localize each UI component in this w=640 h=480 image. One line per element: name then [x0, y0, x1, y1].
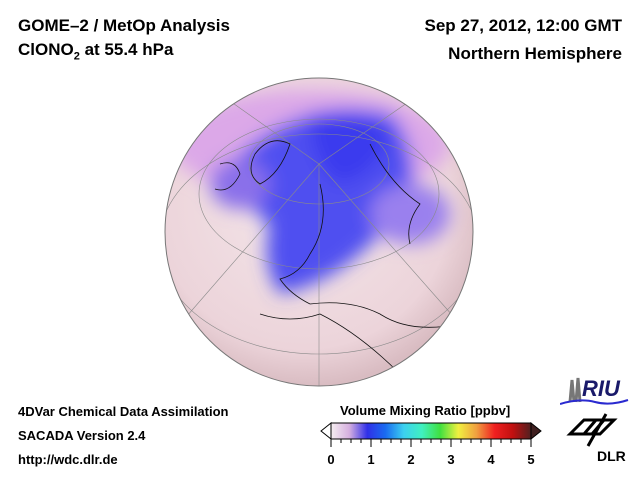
colorbar-tick-label: 0	[327, 452, 335, 467]
graticule	[165, 93, 473, 386]
dlr-logo-icon	[566, 413, 618, 447]
globe-map	[164, 77, 474, 387]
region-label: Northern Hemisphere	[448, 44, 622, 63]
species-subscript: 2	[73, 50, 80, 63]
colorbar-tick-label: 3	[447, 452, 455, 467]
colorbar	[320, 421, 542, 447]
colorbar-min-arrow	[320, 421, 332, 441]
colorbar-max-arrow	[530, 421, 542, 441]
riu-logo: RIU	[560, 376, 629, 405]
colorbar-tick-label: 5	[527, 452, 535, 467]
riu-logo-text: RIU	[582, 376, 621, 401]
colorbar-gradient	[330, 422, 532, 440]
datetime-label: Sep 27, 2012, 12:00 GMT	[424, 16, 623, 35]
dlr-logo-text: DLR	[597, 448, 626, 464]
colorbar-title: Volume Mixing Ratio [ppbv]	[340, 403, 511, 418]
concentration-field	[170, 89, 450, 294]
colorbar-tick-label: 1	[367, 452, 375, 467]
species-suffix: at 55.4 hPa	[79, 40, 174, 59]
product-title: GOME–2 / MetOp Analysis	[18, 16, 230, 35]
footer-method: 4DVar Chemical Data Assimilation	[18, 404, 229, 419]
colorbar-tick-label: 2	[407, 452, 415, 467]
footer-version: SACADA Version 2.4	[18, 428, 146, 443]
coastlines	[214, 140, 461, 375]
footer-url[interactable]: http://wdc.dlr.de	[18, 452, 118, 467]
colorbar-tick-label: 4	[487, 452, 495, 467]
species-title: ClONO2 at 55.4 hPa	[18, 40, 173, 62]
species-prefix: ClONO	[18, 40, 74, 59]
